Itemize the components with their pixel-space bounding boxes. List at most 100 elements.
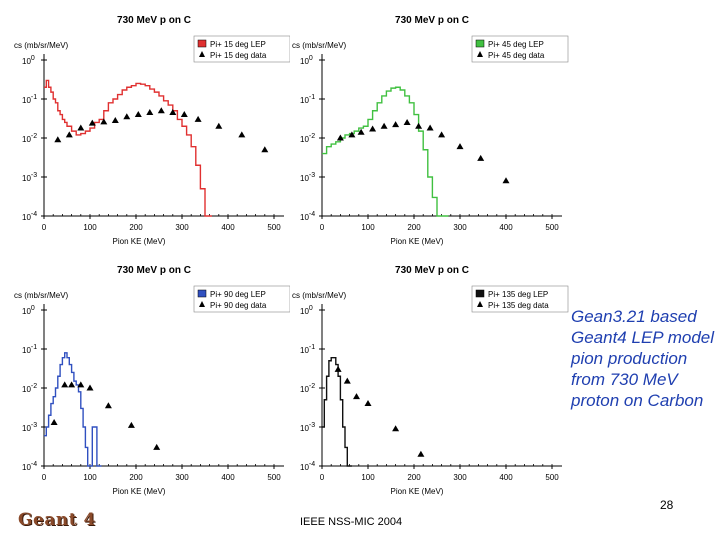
legend-marker bbox=[477, 301, 483, 307]
legend-entry: Pi+ 15 deg data bbox=[210, 51, 267, 60]
x-tick-label: 200 bbox=[407, 473, 421, 482]
data-point bbox=[357, 128, 365, 135]
data-point bbox=[392, 425, 400, 432]
x-tick-label: 200 bbox=[129, 223, 143, 232]
lep-series-line bbox=[44, 79, 212, 217]
x-tick-label: 400 bbox=[499, 223, 513, 232]
data-point bbox=[86, 384, 94, 391]
y-tick-label: 10-2 bbox=[22, 133, 37, 144]
y-tick-label: 10-4 bbox=[300, 211, 315, 222]
x-axis-label: Pion KE (MeV) bbox=[113, 237, 166, 246]
y-axis-label: cs (mb/sr/MeV) bbox=[14, 41, 69, 50]
legend-entry: Pi+ 15 deg LEP bbox=[210, 40, 266, 49]
x-tick-label: 200 bbox=[129, 473, 143, 482]
data-point bbox=[180, 111, 188, 118]
y-axis-label: cs (mb/sr/MeV) bbox=[292, 41, 347, 50]
legend-swatch bbox=[475, 39, 485, 48]
legend-box bbox=[471, 35, 569, 63]
data-point bbox=[477, 154, 485, 161]
data-point bbox=[502, 177, 510, 184]
data-point bbox=[169, 109, 177, 116]
y-tick-label: 10-2 bbox=[22, 383, 37, 394]
y-tick-label: 10-4 bbox=[22, 461, 37, 472]
data-point bbox=[334, 365, 342, 372]
y-axis-label: cs (mb/sr/MeV) bbox=[14, 291, 69, 300]
x-tick-label: 300 bbox=[175, 223, 189, 232]
y-tick-label: 100 bbox=[22, 55, 35, 66]
data-point bbox=[403, 118, 411, 125]
x-tick-label: 0 bbox=[42, 223, 47, 232]
data-point bbox=[100, 118, 108, 125]
lep-series-line bbox=[322, 86, 449, 217]
x-axis-label: Pion KE (MeV) bbox=[391, 487, 444, 496]
data-point bbox=[415, 122, 423, 129]
x-tick-label: 400 bbox=[499, 473, 513, 482]
y-tick-label: 100 bbox=[300, 55, 313, 66]
legend-entry: Pi+ 135 deg data bbox=[488, 301, 549, 310]
data-point bbox=[215, 122, 223, 129]
data-point bbox=[417, 450, 425, 457]
legend-swatch bbox=[197, 289, 207, 298]
y-tick-label: 10-4 bbox=[300, 461, 315, 472]
y-tick-label: 10-3 bbox=[300, 422, 315, 433]
x-tick-label: 500 bbox=[267, 473, 281, 482]
y-tick-label: 10-1 bbox=[300, 94, 315, 105]
data-point bbox=[336, 134, 344, 141]
x-tick-label: 500 bbox=[267, 223, 281, 232]
legend-swatch bbox=[197, 39, 207, 48]
legend-entry: Pi+ 90 deg data bbox=[210, 301, 267, 310]
data-point bbox=[77, 124, 85, 131]
chart-panel-3: 730 MeV p on C cs (mb/sr/MeV) Pion KE (MeV… bbox=[12, 262, 292, 507]
data-point bbox=[438, 131, 446, 138]
page-number: 28 bbox=[660, 498, 674, 512]
chart-panel-4: 730 MeV p on C cs (mb/sr/MeV) Pion KE (MeV… bbox=[290, 262, 570, 507]
data-point bbox=[54, 136, 62, 143]
chart-title: 730 MeV p on C bbox=[395, 265, 469, 276]
geant4-logo: Geant 4 bbox=[18, 510, 96, 530]
x-tick-label: 400 bbox=[221, 223, 235, 232]
chart-title: 730 MeV p on C bbox=[395, 15, 469, 26]
data-point bbox=[369, 125, 377, 132]
data-point bbox=[61, 381, 69, 388]
x-tick-label: 0 bbox=[320, 223, 325, 232]
x-tick-label: 300 bbox=[175, 473, 189, 482]
x-tick-label: 300 bbox=[453, 473, 467, 482]
data-point bbox=[111, 117, 119, 124]
chart-panel-1: 730 MeV p on C cs (mb/sr/MeV) Pion KE (MeV… bbox=[12, 12, 292, 257]
lep-series-line bbox=[322, 356, 352, 467]
data-point bbox=[127, 421, 135, 428]
legend-entry: Pi+ 45 deg LEP bbox=[488, 40, 544, 49]
data-point bbox=[456, 143, 464, 150]
x-tick-label: 100 bbox=[83, 223, 97, 232]
data-point bbox=[343, 377, 351, 384]
data-point bbox=[157, 107, 165, 114]
y-tick-label: 10-4 bbox=[22, 211, 37, 222]
legend-entry: Pi+ 135 deg LEP bbox=[488, 290, 548, 299]
legend-entry: Pi+ 90 deg LEP bbox=[210, 290, 266, 299]
legend-swatch bbox=[475, 289, 485, 298]
data-point bbox=[238, 131, 246, 138]
y-tick-label: 10-1 bbox=[22, 94, 37, 105]
x-axis-label: Pion KE (MeV) bbox=[391, 237, 444, 246]
data-point bbox=[426, 124, 434, 131]
legend-marker bbox=[477, 51, 483, 57]
data-point bbox=[380, 122, 388, 129]
x-tick-label: 400 bbox=[221, 473, 235, 482]
data-point bbox=[50, 419, 58, 426]
x-tick-label: 500 bbox=[545, 473, 559, 482]
x-tick-label: 300 bbox=[453, 223, 467, 232]
x-tick-label: 0 bbox=[320, 473, 325, 482]
data-point bbox=[364, 400, 372, 407]
data-point bbox=[153, 443, 161, 450]
chart-panel-2: 730 MeV p on C cs (mb/sr/MeV) Pion KE (MeV… bbox=[290, 12, 570, 257]
data-point bbox=[88, 119, 96, 126]
chart-title: 730 MeV p on C bbox=[117, 15, 191, 26]
y-tick-label: 10-3 bbox=[300, 172, 315, 183]
y-tick-label: 100 bbox=[300, 305, 313, 316]
x-tick-label: 0 bbox=[42, 473, 47, 482]
data-point bbox=[261, 146, 269, 153]
y-tick-label: 10-1 bbox=[300, 344, 315, 355]
chart-title: 730 MeV p on C bbox=[117, 265, 191, 276]
legend-marker bbox=[199, 301, 205, 307]
